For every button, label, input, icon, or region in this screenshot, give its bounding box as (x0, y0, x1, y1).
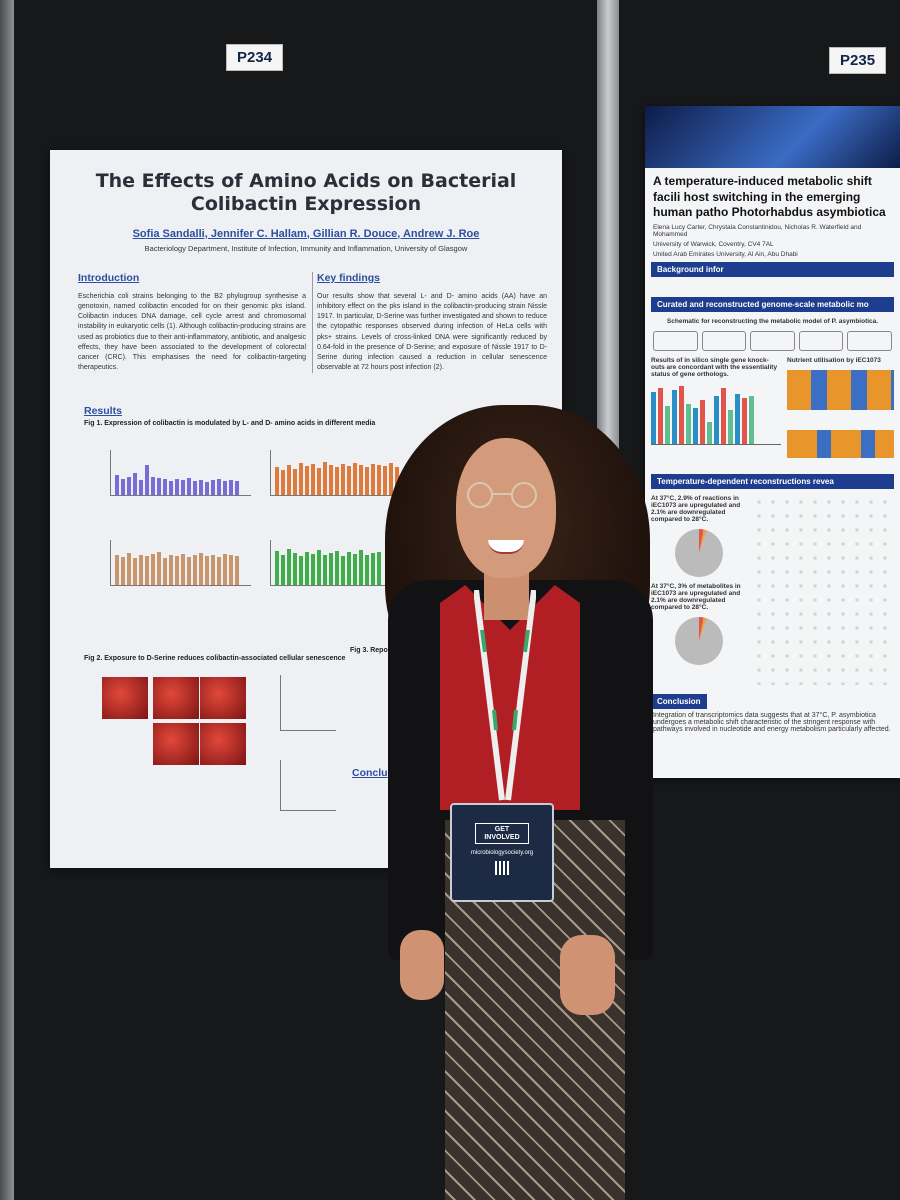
person-neck (484, 570, 529, 620)
poster-right-banner (645, 106, 900, 168)
introduction-section: Introduction Escherichia coli strains be… (78, 272, 306, 373)
reactions-pie (674, 528, 723, 577)
board-label-left: P234 (226, 44, 284, 71)
results-heading: Results (84, 405, 122, 417)
fig3-title: Fig 3. Repo (350, 647, 388, 654)
poster-right: A temperature-induced metabolic shift fa… (645, 106, 900, 778)
board-label-right: P235 (829, 47, 887, 74)
section-curated: Curated and reconstructed genome-scale m… (651, 296, 894, 312)
micrograph-5 (200, 723, 246, 765)
glasses-icon (467, 482, 537, 508)
nutrient-heatmap-1 (787, 369, 894, 410)
person-smile (488, 540, 524, 554)
key-findings-heading: Key findings (317, 272, 381, 284)
fig2-plot-c (280, 760, 336, 811)
metabolic-network (752, 494, 894, 685)
nutrient-caption: Nutrient utilisation by iEC1073 (787, 356, 881, 364)
knockout-chart (651, 384, 781, 445)
micrograph-3 (200, 677, 246, 719)
fig1-title: Fig 1. Expression of colibactin is modul… (84, 420, 376, 427)
fig1-panel-b (270, 450, 411, 496)
poster-left-title: The Effects of Amino Acids on Bacterial … (95, 170, 517, 215)
person-hand-right (560, 935, 615, 1015)
poster-right-authors: Elena Lucy Carter, Chrystala Constantini… (653, 223, 862, 238)
poster-left-affiliation: Bacteriology Department, Institute of In… (144, 243, 468, 253)
poster-right-title: A temperature-induced metabolic shift fa… (653, 174, 886, 220)
results-row: Results of in silico single gene knock-o… (651, 357, 894, 458)
micrograph-4 (153, 723, 199, 765)
poster-left-authors: Sofia Sandalli, Jennifer C. Hallam, Gill… (132, 227, 480, 240)
badge-get-involved: GET INVOLVED (475, 823, 529, 845)
key-findings-text: Our results show that several L- and D- … (317, 293, 547, 371)
fig1-panel-d (270, 540, 391, 586)
schematic-flow (653, 330, 892, 351)
temperature-row: At 37°C, 2.9% of reactions in iEC1073 ar… (651, 494, 894, 685)
nutrient-heatmap-2 (787, 429, 894, 458)
reactions-stat: At 37°C, 2.9% of reactions in iEC1073 ar… (651, 494, 741, 523)
name-badge: GET INVOLVED microbiologysociety.org (450, 803, 554, 902)
badge-url: microbiologysociety.org (470, 850, 534, 857)
conclusion-text-right: Integration of transcriptomics data sugg… (653, 711, 891, 733)
board-frame-left (0, 0, 14, 1200)
introduction-text: Escherichia coli strains belonging to th… (78, 293, 306, 371)
micrograph-2 (153, 677, 199, 719)
metabolites-stat: At 37°C, 3% of metabolites in iEC1073 ar… (651, 582, 741, 611)
metabolites-pie (674, 616, 723, 665)
micrograph-1 (102, 677, 148, 719)
conclusion-heading-right: Conclusion (651, 693, 707, 709)
fig1-panel-c (110, 540, 251, 586)
conclusion-heading: Conclu (352, 767, 388, 779)
person-hand-left (400, 930, 444, 1000)
section-background: Background infor (651, 261, 894, 277)
section-temperature: Temperature-dependent reconstructions re… (651, 473, 894, 489)
poster-right-affil1: University of Warwick, Coventry, CV4 7AL (653, 240, 774, 248)
person-face (456, 438, 556, 578)
lanyard (474, 590, 536, 801)
fig2-plot-b (280, 675, 336, 731)
introduction-heading: Introduction (78, 272, 140, 284)
poster-right-affil2: United Arab Emirates University, Al Ain,… (653, 250, 798, 258)
qr-code-icon (495, 861, 509, 876)
knockout-caption: Results of in silico single gene knock-o… (651, 356, 778, 378)
key-findings-section: Key findings Our results show that sever… (312, 272, 547, 374)
fig1-panel-a (110, 450, 251, 496)
schematic-caption: Schematic for reconstructing the metabol… (666, 317, 879, 325)
fig2-title: Fig 2. Exposure to D-Serine reduces coli… (84, 655, 346, 662)
